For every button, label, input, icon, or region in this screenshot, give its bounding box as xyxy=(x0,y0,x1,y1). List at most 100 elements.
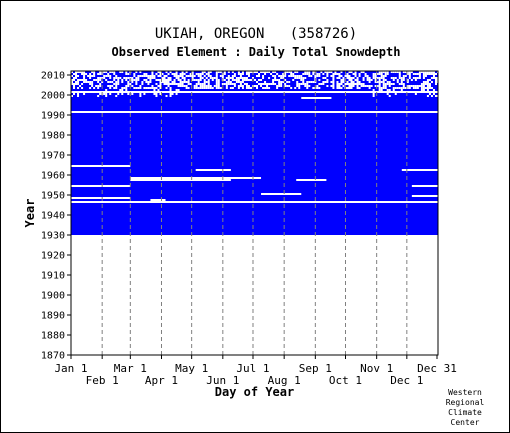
missing-data-day xyxy=(227,83,230,85)
missing-data-day xyxy=(159,71,162,73)
missing-data-day xyxy=(237,73,240,75)
missing-data-day xyxy=(105,75,108,77)
missing-data-day xyxy=(386,71,389,73)
missing-data-day xyxy=(165,81,168,83)
missing-data-day xyxy=(77,93,80,95)
missing-data-day xyxy=(432,89,435,91)
missing-data-day xyxy=(430,95,433,97)
missing-data-day xyxy=(205,77,208,79)
missing-data-day xyxy=(378,83,381,85)
missing-data-day xyxy=(71,81,73,83)
missing-data-day xyxy=(336,85,339,87)
missing-data-day xyxy=(262,71,265,73)
missing-data-day xyxy=(137,79,140,81)
missing-data-day xyxy=(71,83,73,85)
missing-data-day xyxy=(330,81,333,83)
missing-data-day xyxy=(272,79,275,81)
missing-data-day xyxy=(113,79,116,81)
missing-data-day xyxy=(390,91,393,93)
missing-data-day xyxy=(119,77,122,79)
missing-data-day xyxy=(163,83,166,85)
missing-data-day xyxy=(382,85,385,87)
missing-data-day xyxy=(428,87,431,89)
missing-data-day xyxy=(75,81,78,83)
missing-data-day xyxy=(404,87,407,89)
missing-data-day xyxy=(424,73,427,75)
chart-subtitle: Observed Element : Daily Total Snowdepth xyxy=(111,45,401,59)
missing-data-day xyxy=(380,81,383,83)
missing-data-day xyxy=(147,87,150,89)
missing-data-day xyxy=(408,87,411,89)
missing-data-day xyxy=(374,75,377,77)
missing-data-day xyxy=(175,73,178,75)
missing-data-day xyxy=(354,83,357,85)
missing-data-day xyxy=(215,77,218,79)
missing-data-day xyxy=(135,81,138,83)
missing-data-day xyxy=(288,85,291,87)
missing-data-day xyxy=(280,81,283,83)
missing-data-day xyxy=(127,83,130,85)
missing-data-day xyxy=(195,73,198,75)
y-tick-label: 1870 xyxy=(41,351,65,362)
x-tick-label: Apr 1 xyxy=(145,374,178,387)
missing-data-day xyxy=(422,81,425,83)
missing-data-day xyxy=(83,75,86,77)
missing-data-day xyxy=(372,77,375,79)
missing-data-day xyxy=(183,73,186,75)
missing-data-day xyxy=(241,77,244,79)
missing-data-row xyxy=(195,169,231,171)
missing-data-day xyxy=(280,83,283,85)
missing-data-day xyxy=(382,71,385,73)
missing-data-day xyxy=(340,71,343,73)
missing-data-day xyxy=(302,73,305,75)
missing-data-day xyxy=(300,75,303,77)
missing-data-day xyxy=(304,71,307,73)
missing-data-day xyxy=(386,93,389,95)
missing-data-day xyxy=(362,77,365,79)
missing-data-day xyxy=(258,75,261,77)
missing-data-day xyxy=(199,83,202,85)
missing-data-day xyxy=(217,79,220,81)
missing-data-day xyxy=(237,77,240,79)
missing-data-day xyxy=(141,83,144,85)
missing-data-day xyxy=(268,77,271,79)
missing-data-day xyxy=(163,77,166,79)
missing-data-day xyxy=(167,81,170,83)
missing-data-day xyxy=(336,73,339,75)
missing-data-day xyxy=(388,81,391,83)
missing-data-day xyxy=(159,87,162,89)
missing-data-day xyxy=(332,73,335,75)
missing-data-day xyxy=(396,87,399,89)
missing-data-day xyxy=(149,81,152,83)
missing-data-day xyxy=(308,81,311,83)
missing-data-day xyxy=(368,81,371,83)
missing-data-day xyxy=(205,85,208,87)
missing-data-day xyxy=(131,85,134,87)
missing-data-day xyxy=(432,75,435,77)
missing-data-day xyxy=(187,79,190,81)
missing-data-day xyxy=(422,89,425,91)
missing-data-day xyxy=(350,77,353,79)
missing-data-day xyxy=(420,83,423,85)
missing-data-day xyxy=(276,79,279,81)
missing-data-day xyxy=(322,83,325,85)
missing-data-day xyxy=(374,81,377,83)
missing-data-day xyxy=(284,75,287,77)
missing-data-day xyxy=(350,79,353,81)
missing-data-day xyxy=(133,73,136,75)
missing-data-day xyxy=(280,75,283,77)
y-tick-label: 1880 xyxy=(41,331,65,342)
missing-data-day xyxy=(278,79,281,81)
missing-data-day xyxy=(145,87,148,89)
missing-data-day xyxy=(322,81,325,83)
missing-data-day xyxy=(81,79,84,81)
missing-data-day xyxy=(223,73,226,75)
missing-data-day xyxy=(396,79,399,81)
missing-data-day xyxy=(398,71,401,73)
missing-data-day xyxy=(115,85,118,87)
missing-data-day xyxy=(127,77,130,79)
x-tick-label: Dec 1 xyxy=(390,374,423,387)
missing-data-day xyxy=(73,83,76,85)
missing-data-day xyxy=(151,87,154,89)
missing-data-day xyxy=(268,87,271,89)
